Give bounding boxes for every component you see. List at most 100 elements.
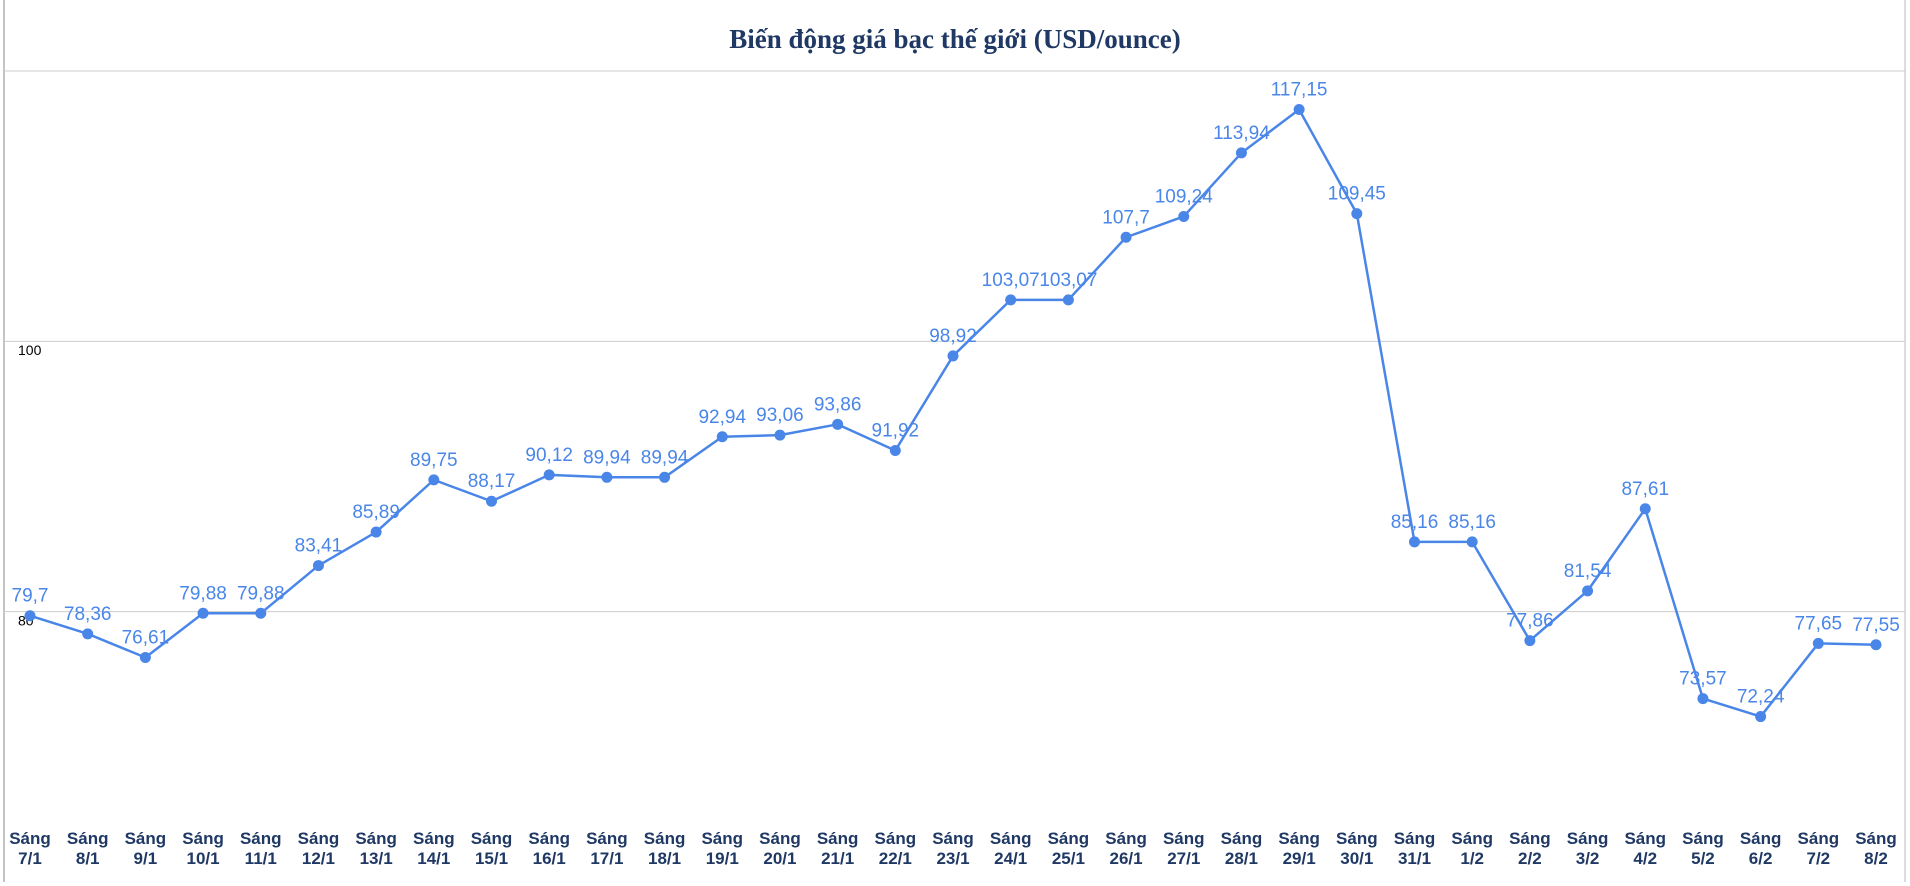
point	[1870, 639, 1882, 651]
value-label: 113,94	[1213, 123, 1270, 144]
point	[1005, 294, 1017, 306]
value-label: 79,88	[179, 583, 227, 604]
x-tick-label: Sáng 17/1	[586, 829, 628, 868]
x-tick-label: Sáng 11/1	[239, 829, 282, 868]
x-tick-label: Sáng 20/1	[759, 829, 801, 868]
point	[312, 560, 324, 572]
point	[1351, 208, 1363, 220]
value-label: 103,07	[1039, 270, 1097, 291]
value-label: 79,88	[237, 583, 285, 604]
x-tick-label: Sáng 2/2	[1509, 829, 1551, 868]
point	[889, 445, 901, 457]
value-label: 72,24	[1737, 687, 1785, 708]
x-tick-label: Sáng 4/2	[1624, 829, 1667, 868]
point	[947, 350, 959, 362]
chart-title: Biến động giá bạc thế giới (USD/ounce)	[729, 24, 1181, 54]
value-label: 79,7	[12, 586, 49, 607]
point	[1755, 711, 1767, 723]
x-tick-label: Sáng 6/2	[1739, 829, 1782, 868]
value-label: 107,7	[1102, 207, 1150, 228]
point	[1639, 503, 1651, 515]
x-tick-label: Sáng 15/1	[470, 829, 513, 868]
value-label: 73,57	[1679, 669, 1727, 690]
point	[428, 474, 440, 486]
x-tick-label: Sáng 7/2	[1797, 829, 1840, 868]
value-label: 90,12	[525, 445, 573, 466]
value-label: 98,92	[929, 326, 977, 347]
x-tick-label: Sáng 8/1	[66, 829, 109, 868]
x-tick-label: Sáng 24/1	[989, 829, 1032, 868]
point	[197, 607, 209, 619]
value-label: 109,24	[1155, 186, 1214, 207]
point	[1409, 536, 1420, 548]
point	[832, 418, 844, 430]
value-label: 78,36	[64, 604, 112, 625]
x-tick-label: Sáng 13/1	[355, 829, 397, 868]
x-tick-label: Sáng 31/1	[1393, 829, 1436, 868]
line	[29, 108, 1877, 718]
point	[255, 607, 267, 619]
point	[1120, 231, 1132, 243]
value-label: 109,45	[1328, 184, 1386, 205]
point	[543, 469, 555, 481]
x-tick-label: Sáng 22/1	[874, 829, 917, 868]
x-tick-label: Sáng 25/1	[1047, 829, 1090, 868]
x-tick-label: Sáng 23/1	[932, 829, 974, 868]
point	[601, 471, 613, 483]
value-label: 88,17	[468, 471, 516, 492]
point	[1235, 147, 1247, 159]
value-label: 93,86	[814, 394, 862, 415]
point	[24, 610, 36, 622]
value-label: 89,94	[583, 447, 631, 468]
value-label: 85,16	[1448, 512, 1496, 533]
x-tick-label: Sáng 21/1	[816, 829, 859, 868]
x-tick-label: Sáng 19/1	[701, 829, 744, 868]
x-tick-label: Sáng 5/2	[1682, 829, 1724, 868]
point	[370, 526, 382, 538]
point	[716, 431, 728, 443]
x-tick-label: Sáng 27/1	[1162, 829, 1205, 868]
x-tick-label: Sáng 10/1	[182, 829, 224, 868]
point	[1062, 294, 1074, 306]
x-tick-label: Sáng 29/1	[1278, 829, 1320, 868]
value-label: 85,89	[352, 502, 400, 523]
point	[1293, 104, 1305, 116]
value-label: 92,94	[698, 407, 746, 428]
x-tick-label: Sáng 18/1	[643, 829, 686, 868]
value-label: 117,15	[1271, 80, 1328, 101]
value-label: 89,94	[641, 447, 689, 468]
value-label: 77,86	[1506, 611, 1554, 632]
x-tick-label: Sáng 30/1	[1336, 829, 1378, 868]
value-label: 93,06	[756, 405, 804, 426]
x-tick-label: Sáng 3/2	[1566, 829, 1609, 868]
x-tick-label: Sáng 26/1	[1105, 829, 1147, 868]
x-tick-label: Sáng 8/2	[1855, 829, 1897, 868]
point	[139, 651, 151, 663]
value-label: 77,55	[1852, 615, 1900, 636]
point	[1582, 585, 1594, 597]
value-label: 81,54	[1564, 561, 1612, 582]
x-tick-label: Sáng 7/1	[9, 829, 51, 868]
value-label: 76,61	[122, 627, 170, 648]
y-tick-label: 100	[18, 342, 42, 358]
x-tick-label: Sáng 28/1	[1220, 829, 1263, 868]
x-tick-label: Sáng 16/1	[528, 829, 570, 868]
point	[1178, 210, 1190, 222]
value-label: 89,75	[410, 450, 458, 471]
value-label: 77,65	[1795, 613, 1843, 634]
value-label: 91,92	[872, 421, 920, 442]
point	[486, 495, 497, 507]
point	[1466, 536, 1478, 548]
value-label: 103,07	[982, 270, 1040, 291]
point	[1812, 637, 1824, 649]
x-tick-label: Sáng 12/1	[297, 829, 340, 868]
point	[1524, 635, 1536, 647]
point	[659, 471, 671, 483]
value-label: 83,41	[295, 536, 343, 557]
value-label: 85,16	[1391, 512, 1439, 533]
x-tick-label: Sáng 9/1	[124, 829, 167, 868]
value-label: 87,61	[1621, 479, 1669, 500]
x-tick-label: Sáng 14/1	[413, 829, 455, 868]
